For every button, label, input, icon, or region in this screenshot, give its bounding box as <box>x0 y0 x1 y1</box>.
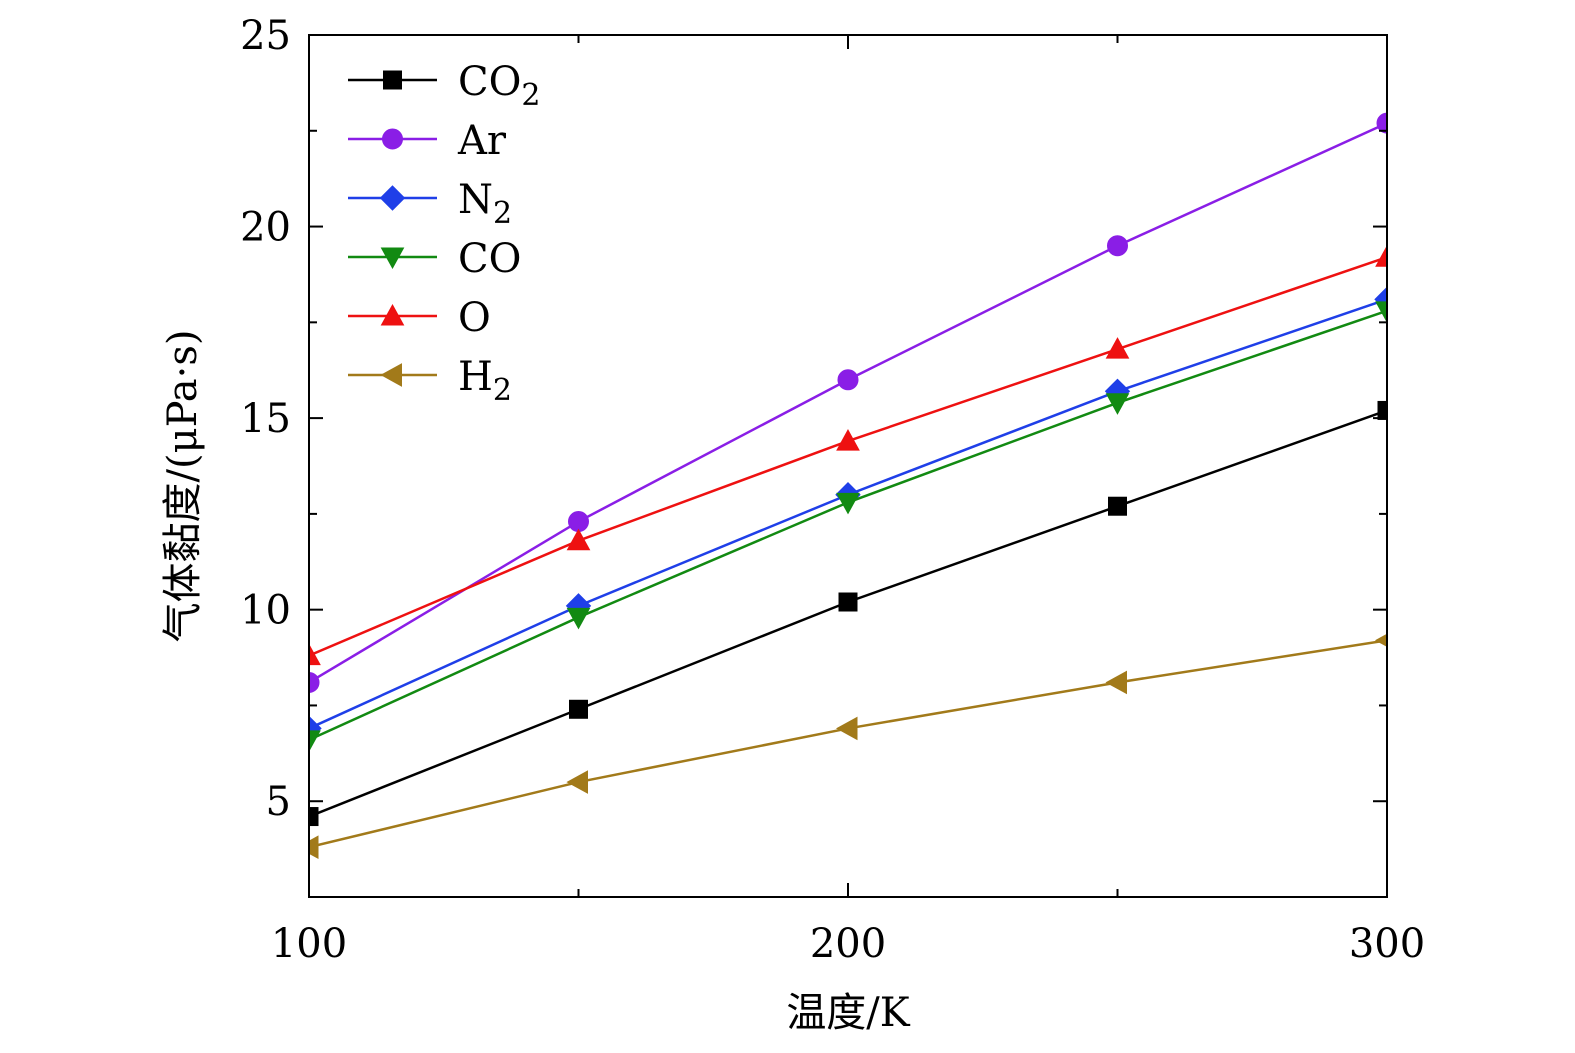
plot-frame <box>308 34 1388 898</box>
data-point <box>836 492 860 515</box>
data-point <box>1105 393 1130 415</box>
series-h2 <box>309 633 1387 860</box>
y-axis-title: 气体黏度/(μPa·s) <box>160 330 206 643</box>
legend-item: Ar <box>348 118 507 164</box>
y-tick-label: 20 <box>240 205 291 251</box>
data-point <box>309 730 321 752</box>
data-point <box>1108 496 1127 516</box>
data-point <box>309 671 320 693</box>
data-point <box>309 807 319 827</box>
data-point <box>1105 670 1127 695</box>
data-point <box>1105 337 1130 359</box>
legend-label: CO <box>458 236 521 282</box>
data-point <box>1107 235 1128 257</box>
data-point <box>1376 112 1387 134</box>
series-line <box>309 409 1387 818</box>
legend-marker <box>380 303 405 326</box>
legend-label: Ar <box>457 118 507 164</box>
legend-marker <box>380 363 402 387</box>
legend-item: O <box>348 295 491 341</box>
legend-label: N2 <box>458 177 512 231</box>
legend-item: N2 <box>348 177 512 231</box>
legend-marker <box>382 128 403 150</box>
y-tick-label: 25 <box>240 13 291 59</box>
data-point <box>1377 400 1387 420</box>
data-point <box>309 643 321 666</box>
data-point <box>566 528 591 551</box>
y-tick-label: 5 <box>266 779 291 825</box>
data-point <box>568 511 589 533</box>
x-axis-title: 温度/K <box>786 990 910 1036</box>
legend-marker <box>379 185 406 211</box>
series-ar <box>309 112 1387 693</box>
legend-marker <box>380 247 405 270</box>
data-point <box>1375 301 1387 323</box>
data-point <box>566 770 588 794</box>
axis-ticks: 5 10 15 20 25 100 200 300 <box>240 13 1425 967</box>
legend-item: CO2 <box>348 59 541 113</box>
legend-marker <box>383 70 402 90</box>
series-line <box>309 639 1387 849</box>
data-point <box>1375 245 1387 267</box>
data-point <box>309 835 319 860</box>
data-point <box>569 699 588 719</box>
data-point <box>566 607 591 630</box>
legend-item: CO <box>348 236 521 282</box>
data-point <box>835 716 858 741</box>
y-tick-label: 15 <box>240 396 291 442</box>
legend: CO2 Ar N2 CO O H2 <box>348 59 541 408</box>
data-point <box>838 592 858 612</box>
legend-item: H2 <box>348 354 512 408</box>
x-tick-label: 300 <box>1349 921 1425 967</box>
data-point <box>837 369 859 391</box>
legend-label: O <box>458 295 491 341</box>
series-o <box>309 245 1387 666</box>
plot-series-layer <box>309 112 1387 860</box>
legend-label: CO2 <box>458 59 541 113</box>
legend-label: H2 <box>458 354 512 408</box>
x-tick-label: 200 <box>810 921 886 967</box>
series-co2 <box>309 400 1387 827</box>
data-point <box>836 429 860 451</box>
y-tick-label: 10 <box>240 588 291 634</box>
x-tick-label: 100 <box>271 921 347 967</box>
series-co <box>309 301 1387 752</box>
